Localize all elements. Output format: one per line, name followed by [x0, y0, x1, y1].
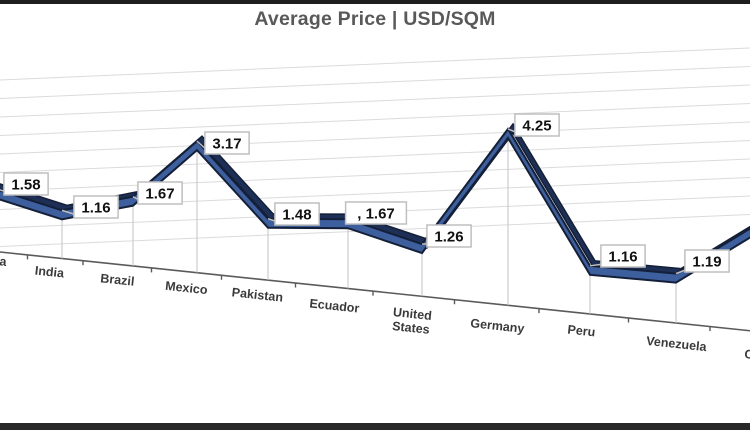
category-label: C	[744, 347, 750, 362]
data-label: 1.16	[608, 249, 637, 266]
data-label-box	[274, 202, 320, 226]
category-label: India	[34, 264, 66, 281]
category-label: a	[0, 254, 8, 269]
data-label: 3.17	[212, 136, 241, 153]
bottom-border-bar	[0, 423, 750, 430]
data-label: 1.67	[145, 186, 174, 203]
gridline	[0, 47, 750, 81]
gridline	[0, 158, 750, 192]
category-label: Germany	[470, 316, 525, 336]
data-label-box	[73, 195, 119, 219]
category-label: UnitedStates	[391, 305, 433, 337]
category-label: Venezuela	[646, 334, 709, 354]
category-axis	[0, 251, 750, 332]
gridline	[0, 103, 750, 136]
gridline	[0, 140, 750, 173]
chart-title: Average Price | USD/SQM	[254, 8, 496, 30]
data-label-box	[3, 172, 49, 196]
data-label-box	[344, 201, 408, 225]
data-label-box	[684, 249, 730, 273]
category-label: Pakistan	[231, 285, 284, 304]
data-label: 4.25	[522, 118, 551, 135]
category-label: Peru	[567, 323, 596, 340]
category-label: Ecuador	[309, 296, 360, 315]
top-border-bar	[0, 0, 750, 4]
data-label-box	[600, 244, 646, 268]
data-label: 1.16	[81, 200, 110, 217]
data-label-box	[426, 224, 472, 248]
data-label: 1.48	[282, 207, 311, 224]
data-label: , 1.67	[357, 206, 395, 223]
data-label: 1.26	[434, 229, 463, 246]
gridline	[0, 66, 750, 99]
series-ribbon	[0, 127, 750, 284]
data-label: 1.19	[692, 254, 721, 271]
data-label-leader	[0, 189, 8, 193]
gridline	[0, 84, 750, 118]
data-label-box	[514, 113, 560, 137]
data-label-box	[204, 131, 250, 155]
data-label: 1.58	[11, 177, 40, 194]
category-label: Mexico	[165, 279, 209, 297]
data-label-box	[137, 181, 183, 205]
category-label: Brazil	[100, 271, 135, 288]
gridline	[0, 121, 750, 155]
